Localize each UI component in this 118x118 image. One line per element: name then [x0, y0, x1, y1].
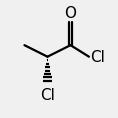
Text: Cl: Cl: [90, 50, 105, 65]
Text: O: O: [65, 6, 76, 21]
Text: Cl: Cl: [40, 88, 55, 103]
